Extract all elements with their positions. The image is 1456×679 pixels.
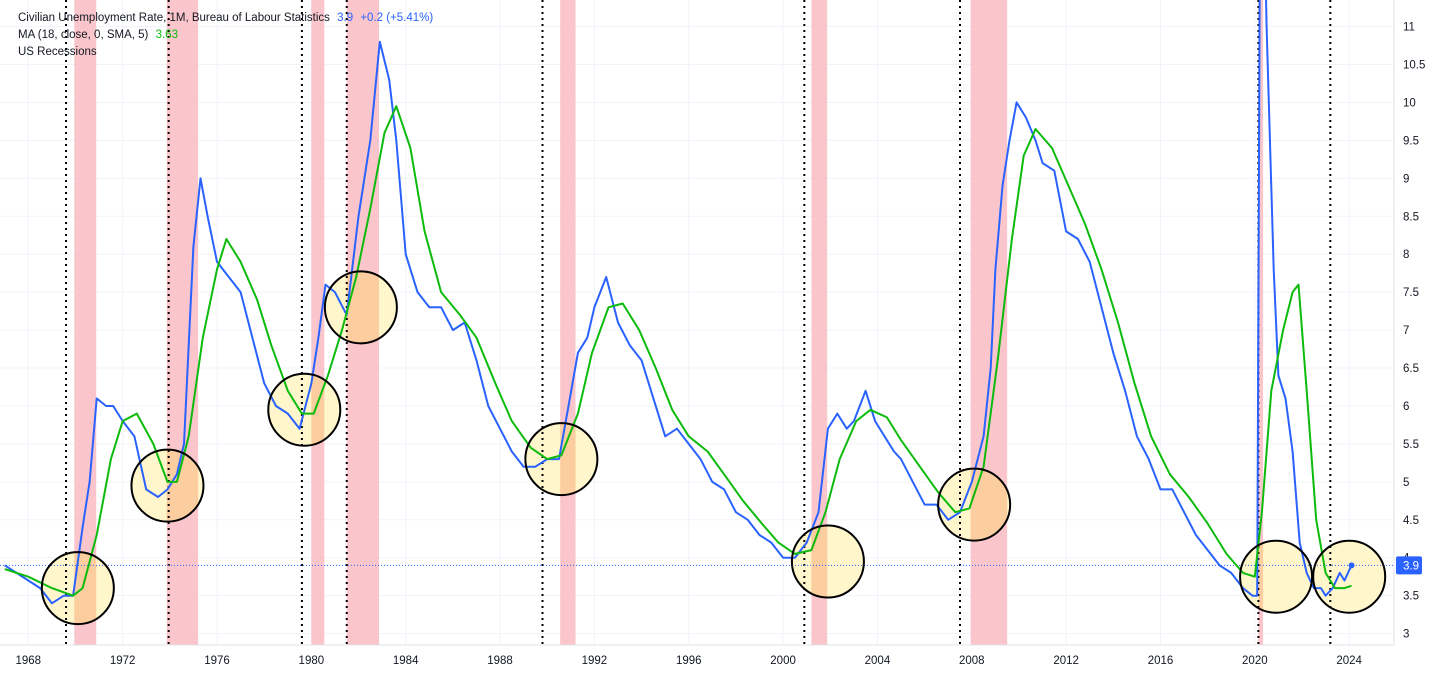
x-tick-label: 1972	[110, 655, 136, 667]
recession-band	[166, 0, 199, 645]
y-tick-label: 5	[1403, 477, 1409, 489]
highlight-circle	[1312, 539, 1387, 614]
axes	[0, 0, 1395, 646]
y-tick-label: 11	[1403, 22, 1415, 34]
series-lines	[4, 0, 1355, 605]
x-tick-label: 2000	[770, 655, 796, 667]
last-value-dot	[1348, 562, 1355, 569]
y-tick-label: 4.5	[1403, 515, 1419, 527]
price-badge-text: 3.9	[1403, 560, 1419, 572]
circle-overlap-group	[560, 423, 576, 496]
circle-recession-overlap	[560, 423, 576, 496]
y-tick-label: 3.5	[1403, 591, 1419, 603]
vertical-markers	[65, 0, 1332, 645]
x-tick-label: 1988	[487, 655, 513, 667]
highlight-circle	[1239, 539, 1314, 614]
legend-ma-value: 3.63	[155, 29, 178, 41]
legend-recessions-label: US Recessions	[18, 46, 97, 58]
y-tick-label: 5.5	[1403, 439, 1419, 451]
legend-ma-row[interactable]: MA (18, close, 0, SMA, 5) 3.63	[18, 27, 433, 44]
circle-recession-overlap	[74, 552, 97, 625]
y-tick-label: 8	[1403, 249, 1409, 261]
y-tick-label: 10	[1403, 97, 1416, 109]
grid-lines	[0, 0, 1394, 645]
x-tick-label: 2004	[865, 655, 891, 667]
highlight-circle	[130, 448, 205, 523]
circle-overlap-group	[811, 525, 828, 598]
highlight-circle	[323, 270, 398, 345]
recession-band	[311, 0, 325, 645]
legend-ma-name: MA (18, close, 0, SMA, 5)	[18, 29, 149, 41]
y-tick-label: 6.5	[1403, 363, 1419, 375]
y-tick-label: 9.5	[1403, 135, 1419, 147]
y-tick-label: 7	[1403, 325, 1409, 337]
highlight-circle-fill	[791, 525, 864, 598]
y-tick-label: 7.5	[1403, 287, 1419, 299]
x-tick-label: 2008	[959, 655, 985, 667]
legend-series-value: 3.9	[337, 12, 354, 24]
circle-overlap-group	[346, 271, 380, 344]
y-tick-label: 3	[1403, 629, 1409, 641]
circle-recession-overlap	[346, 271, 380, 344]
highlight-circle	[524, 422, 599, 497]
circle-overlap-group	[74, 0, 1263, 645]
highlight-circle	[937, 467, 1012, 542]
circle-overlap-group	[74, 552, 97, 625]
x-tick-label: 1980	[299, 655, 325, 667]
x-tick-label: 1996	[676, 655, 702, 667]
legend-series-name: Civilian Unemployment Rate, 1M, Bureau o…	[18, 12, 330, 24]
moving-average-line	[4, 105, 1352, 597]
x-tick-label: 2012	[1053, 655, 1079, 667]
recession-band	[811, 0, 828, 645]
highlight-circles	[41, 0, 1386, 645]
recession-band	[1258, 0, 1264, 645]
highlight-circle	[790, 524, 865, 599]
highlight-circle-outlines	[40, 270, 1387, 626]
x-tick-label: 2024	[1336, 655, 1362, 667]
highlight-circle	[40, 551, 115, 626]
circle-overlap-group	[970, 468, 1008, 541]
circle-overlap-group	[311, 373, 325, 446]
recession-band	[560, 0, 576, 645]
recession-band	[74, 0, 97, 645]
y-tick-label: 9	[1403, 173, 1409, 185]
circle-recession-overlap	[811, 525, 828, 598]
chart-legend: Civilian Unemployment Rate, 1M, Bureau o…	[18, 10, 433, 61]
recession-bands	[74, 0, 1264, 645]
x-tick-label: 1984	[393, 655, 419, 667]
circle-overlap-group	[166, 449, 199, 522]
x-tick-label: 1992	[582, 655, 608, 667]
x-tick-label: 2020	[1242, 655, 1268, 667]
unemployment-rate-line	[4, 0, 1353, 605]
price-badge: 3.9	[1396, 556, 1422, 575]
y-tick-label: 8.5	[1403, 211, 1419, 223]
price-badge-box	[1396, 556, 1422, 575]
y-tick-label: 6	[1403, 401, 1409, 413]
circle-overlap-group	[1258, 540, 1264, 613]
x-tick-label: 1968	[16, 655, 42, 667]
x-tick-label: 2016	[1148, 655, 1174, 667]
highlight-circle	[267, 372, 342, 447]
legend-series-change: +0.2 (+5.41%)	[360, 12, 434, 24]
x-tick-label: 1976	[204, 655, 230, 667]
x-tick-labels: 1968 1972 1976 1980 1984 1988 1992 1996 2000 2004…	[16, 655, 1363, 667]
legend-series-row[interactable]: Civilian Unemployment Rate, 1M, Bureau o…	[18, 10, 433, 27]
y-tick-label: 10.5	[1403, 60, 1425, 72]
legend-recessions-row[interactable]: US Recessions	[18, 44, 433, 61]
circle-recession-overlap	[1258, 540, 1264, 613]
